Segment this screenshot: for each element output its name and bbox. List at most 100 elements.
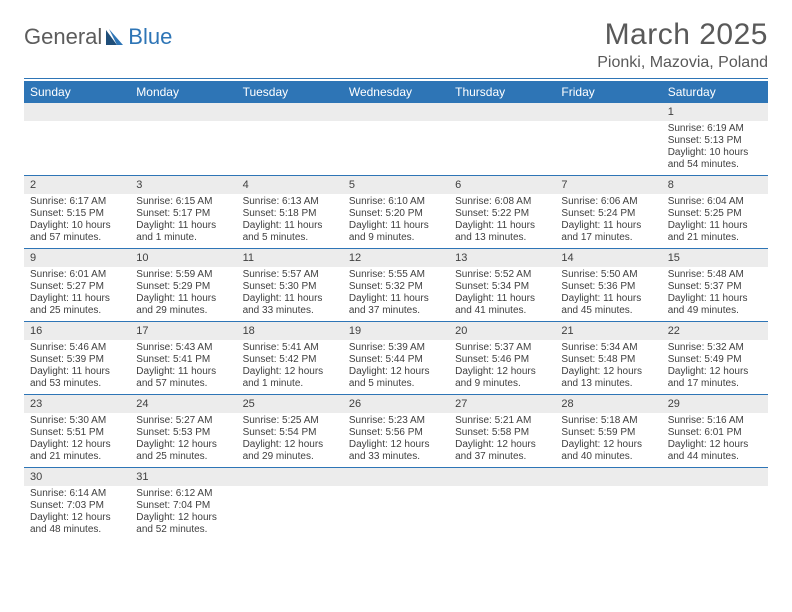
- sunrise-line: Sunrise: 5:32 AM: [668, 342, 762, 354]
- day-number: 22: [662, 322, 768, 340]
- calendar-day-empty: [555, 103, 661, 176]
- daylight-line: and 41 minutes.: [455, 305, 549, 317]
- calendar-day: 7Sunrise: 6:06 AMSunset: 5:24 PMDaylight…: [555, 176, 661, 249]
- day-number: 19: [343, 322, 449, 340]
- weekday-header: Thursday: [449, 81, 555, 103]
- sunrise-line: Sunrise: 5:59 AM: [136, 269, 230, 281]
- sunrise-line: Sunrise: 5:43 AM: [136, 342, 230, 354]
- daylight-line: and 37 minutes.: [349, 305, 443, 317]
- sunrise-line: Sunrise: 6:14 AM: [30, 488, 124, 500]
- daylight-line: Daylight: 12 hours: [243, 366, 337, 378]
- day-number: 13: [449, 249, 555, 267]
- sunset-line: Sunset: 5:42 PM: [243, 354, 337, 366]
- daylight-line: Daylight: 12 hours: [668, 439, 762, 451]
- day-number: 14: [555, 249, 661, 267]
- sunrise-line: Sunrise: 5:50 AM: [561, 269, 655, 281]
- sunset-line: Sunset: 5:39 PM: [30, 354, 124, 366]
- day-number: 2: [24, 176, 130, 194]
- daylight-line: and 25 minutes.: [30, 305, 124, 317]
- calendar-day: 30Sunrise: 6:14 AMSunset: 7:03 PMDayligh…: [24, 468, 130, 541]
- sunset-line: Sunset: 5:53 PM: [136, 427, 230, 439]
- day-details: Sunrise: 6:13 AMSunset: 5:18 PMDaylight:…: [237, 194, 343, 248]
- sunset-line: Sunset: 5:58 PM: [455, 427, 549, 439]
- calendar-day: 26Sunrise: 5:23 AMSunset: 5:56 PMDayligh…: [343, 395, 449, 468]
- month-title: March 2025: [597, 18, 768, 52]
- calendar-day: 18Sunrise: 5:41 AMSunset: 5:42 PMDayligh…: [237, 322, 343, 395]
- sunset-line: Sunset: 5:48 PM: [561, 354, 655, 366]
- calendar-week: 1Sunrise: 6:19 AMSunset: 5:13 PMDaylight…: [24, 103, 768, 176]
- day-details: Sunrise: 6:19 AMSunset: 5:13 PMDaylight:…: [662, 121, 768, 175]
- daylight-line: and 21 minutes.: [30, 451, 124, 463]
- day-number-empty: [662, 468, 768, 486]
- sunrise-line: Sunrise: 5:37 AM: [455, 342, 549, 354]
- calendar-body: 1Sunrise: 6:19 AMSunset: 5:13 PMDaylight…: [24, 103, 768, 540]
- daylight-line: and 29 minutes.: [243, 451, 337, 463]
- day-details: Sunrise: 5:30 AMSunset: 5:51 PMDaylight:…: [24, 413, 130, 467]
- day-number: 7: [555, 176, 661, 194]
- sunset-line: Sunset: 5:44 PM: [349, 354, 443, 366]
- sunset-line: Sunset: 5:59 PM: [561, 427, 655, 439]
- calendar-day: 28Sunrise: 5:18 AMSunset: 5:59 PMDayligh…: [555, 395, 661, 468]
- calendar-week: 9Sunrise: 6:01 AMSunset: 5:27 PMDaylight…: [24, 249, 768, 322]
- daylight-line: Daylight: 11 hours: [561, 293, 655, 305]
- day-details: Sunrise: 6:15 AMSunset: 5:17 PMDaylight:…: [130, 194, 236, 248]
- calendar-table: SundayMondayTuesdayWednesdayThursdayFrid…: [24, 81, 768, 540]
- sunset-line: Sunset: 7:04 PM: [136, 500, 230, 512]
- sunset-line: Sunset: 6:01 PM: [668, 427, 762, 439]
- day-number: 16: [24, 322, 130, 340]
- calendar-week: 23Sunrise: 5:30 AMSunset: 5:51 PMDayligh…: [24, 395, 768, 468]
- calendar-page: General Blue March 2025 Pionki, Mazovia,…: [0, 0, 792, 558]
- calendar-day-empty: [237, 468, 343, 541]
- weekday-header: Friday: [555, 81, 661, 103]
- daylight-line: Daylight: 11 hours: [30, 366, 124, 378]
- daylight-line: Daylight: 12 hours: [30, 439, 124, 451]
- day-details: Sunrise: 6:10 AMSunset: 5:20 PMDaylight:…: [343, 194, 449, 248]
- day-details: Sunrise: 5:23 AMSunset: 5:56 PMDaylight:…: [343, 413, 449, 467]
- sunrise-line: Sunrise: 6:13 AM: [243, 196, 337, 208]
- calendar-day: 23Sunrise: 5:30 AMSunset: 5:51 PMDayligh…: [24, 395, 130, 468]
- calendar-day: 20Sunrise: 5:37 AMSunset: 5:46 PMDayligh…: [449, 322, 555, 395]
- location: Pionki, Mazovia, Poland: [597, 54, 768, 72]
- daylight-line: Daylight: 11 hours: [30, 293, 124, 305]
- sunrise-line: Sunrise: 5:30 AM: [30, 415, 124, 427]
- day-details: Sunrise: 5:27 AMSunset: 5:53 PMDaylight:…: [130, 413, 236, 467]
- calendar-day: 19Sunrise: 5:39 AMSunset: 5:44 PMDayligh…: [343, 322, 449, 395]
- day-details: Sunrise: 5:41 AMSunset: 5:42 PMDaylight:…: [237, 340, 343, 394]
- daylight-line: Daylight: 10 hours: [30, 220, 124, 232]
- daylight-line: and 48 minutes.: [30, 524, 124, 536]
- sunset-line: Sunset: 5:51 PM: [30, 427, 124, 439]
- daylight-line: Daylight: 12 hours: [243, 439, 337, 451]
- calendar-week: 2Sunrise: 6:17 AMSunset: 5:15 PMDaylight…: [24, 176, 768, 249]
- logo-sail-icon: [104, 27, 126, 47]
- daylight-line: and 37 minutes.: [455, 451, 549, 463]
- sunset-line: Sunset: 5:25 PM: [668, 208, 762, 220]
- weekday-header: Monday: [130, 81, 236, 103]
- sunset-line: Sunset: 5:27 PM: [30, 281, 124, 293]
- divider: [24, 78, 768, 79]
- sunrise-line: Sunrise: 5:57 AM: [243, 269, 337, 281]
- daylight-line: and 54 minutes.: [668, 159, 762, 171]
- calendar-day: 10Sunrise: 5:59 AMSunset: 5:29 PMDayligh…: [130, 249, 236, 322]
- day-number: 21: [555, 322, 661, 340]
- calendar-day-empty: [130, 103, 236, 176]
- sunset-line: Sunset: 5:56 PM: [349, 427, 443, 439]
- day-details: Sunrise: 5:21 AMSunset: 5:58 PMDaylight:…: [449, 413, 555, 467]
- calendar-day: 22Sunrise: 5:32 AMSunset: 5:49 PMDayligh…: [662, 322, 768, 395]
- sunrise-line: Sunrise: 5:25 AM: [243, 415, 337, 427]
- day-details: Sunrise: 5:48 AMSunset: 5:37 PMDaylight:…: [662, 267, 768, 321]
- sunset-line: Sunset: 5:49 PM: [668, 354, 762, 366]
- sunset-line: Sunset: 5:36 PM: [561, 281, 655, 293]
- day-number-empty: [343, 468, 449, 486]
- day-number: 31: [130, 468, 236, 486]
- day-details: Sunrise: 5:32 AMSunset: 5:49 PMDaylight:…: [662, 340, 768, 394]
- weekday-header: Wednesday: [343, 81, 449, 103]
- day-number-empty: [24, 103, 130, 121]
- logo-text-a: General: [24, 24, 102, 50]
- day-number: 25: [237, 395, 343, 413]
- daylight-line: and 29 minutes.: [136, 305, 230, 317]
- daylight-line: and 49 minutes.: [668, 305, 762, 317]
- calendar-head: SundayMondayTuesdayWednesdayThursdayFrid…: [24, 81, 768, 103]
- sunrise-line: Sunrise: 5:27 AM: [136, 415, 230, 427]
- daylight-line: and 52 minutes.: [136, 524, 230, 536]
- sunrise-line: Sunrise: 6:17 AM: [30, 196, 124, 208]
